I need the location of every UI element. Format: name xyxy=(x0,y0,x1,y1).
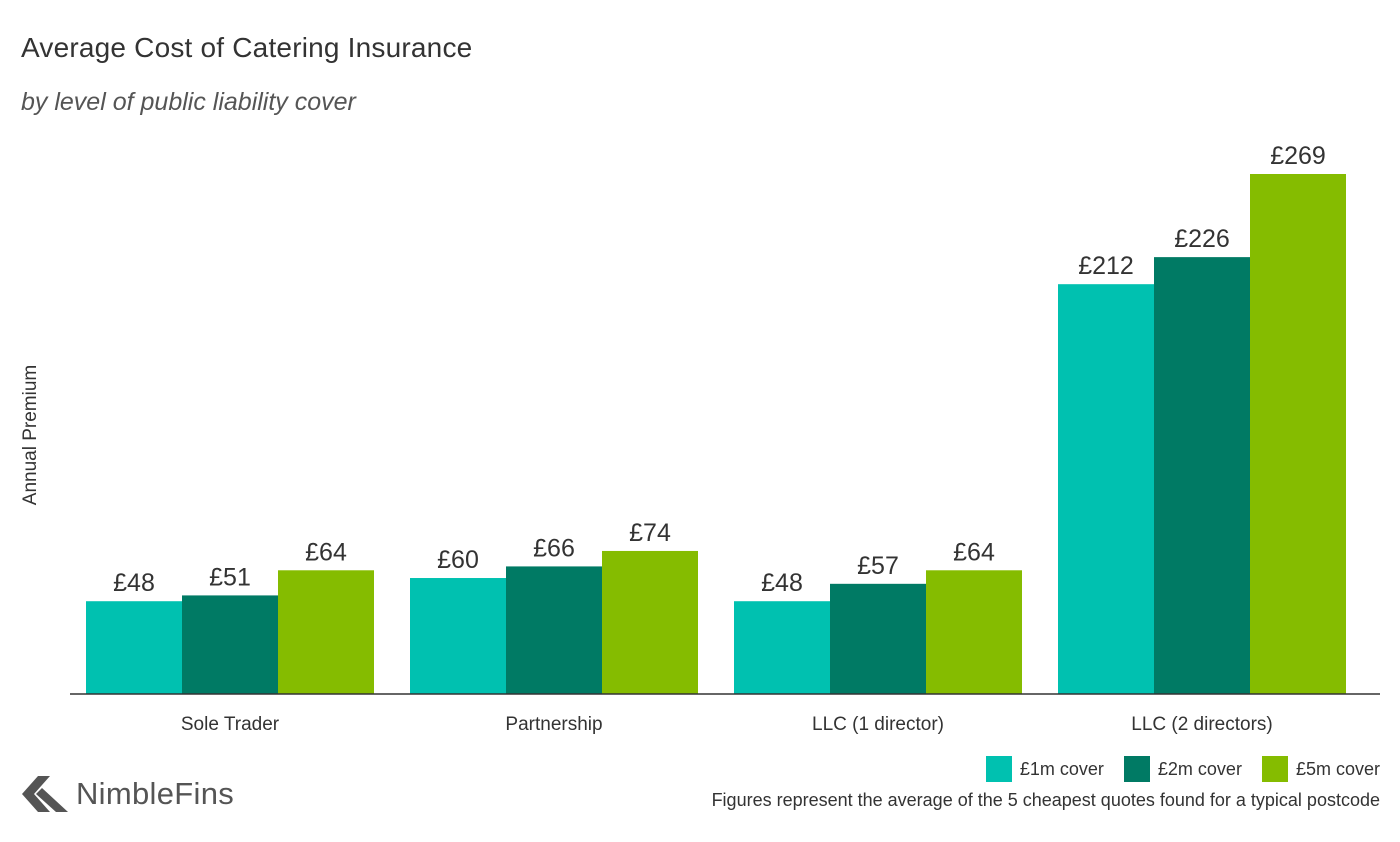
bar xyxy=(1058,284,1154,694)
x-tick-label: Partnership xyxy=(505,714,602,735)
bar xyxy=(86,601,182,694)
brand-logo: NimbleFins xyxy=(22,774,234,814)
footnote: Figures represent the average of the 5 c… xyxy=(711,790,1380,810)
data-label: £60 xyxy=(437,546,479,574)
bar xyxy=(734,601,830,694)
chart-subtitle: by level of public liability cover xyxy=(21,88,356,116)
data-label: £269 xyxy=(1270,142,1326,170)
data-label: £51 xyxy=(209,563,251,591)
bar xyxy=(602,550,698,694)
legend-label: £1m cover xyxy=(1019,758,1104,779)
legend-item: £1m cover xyxy=(985,756,1104,782)
data-label: £48 xyxy=(113,569,155,597)
data-label: £212 xyxy=(1078,252,1134,280)
bar xyxy=(926,570,1022,694)
legend-swatch xyxy=(985,756,1012,782)
legend: £1m cover £2m cover £5m cover xyxy=(966,756,1380,782)
brand-name: NimbleFins xyxy=(76,776,235,811)
legend-item: £2m cover xyxy=(1123,756,1242,782)
bar xyxy=(278,570,374,694)
data-label: £64 xyxy=(953,538,995,566)
data-label: £64 xyxy=(305,538,347,566)
chevron-arrow-icon xyxy=(22,776,68,812)
data-label: £48 xyxy=(761,569,803,597)
bar xyxy=(830,583,926,694)
bar xyxy=(506,566,602,694)
bar xyxy=(1154,257,1250,694)
data-label: £74 xyxy=(629,519,671,547)
y-axis-label: Annual Premium xyxy=(20,365,41,505)
bar xyxy=(182,595,278,694)
chart-title: Average Cost of Catering Insurance xyxy=(21,32,473,63)
data-label: £226 xyxy=(1174,225,1230,253)
bar xyxy=(410,578,506,694)
legend-label: £2m cover xyxy=(1157,758,1242,779)
bar xyxy=(1250,174,1346,694)
x-tick-label: LLC (2 directors) xyxy=(1131,714,1273,735)
data-label: £66 xyxy=(533,534,575,562)
x-tick-label: Sole Trader xyxy=(181,714,280,735)
x-tick-label: LLC (1 director) xyxy=(812,714,944,735)
data-label: £57 xyxy=(857,552,899,580)
legend-swatch xyxy=(1261,756,1288,782)
legend-item: £5m cover xyxy=(1261,756,1380,782)
legend-label: £5m cover xyxy=(1295,758,1380,779)
legend-swatch xyxy=(1123,756,1150,782)
